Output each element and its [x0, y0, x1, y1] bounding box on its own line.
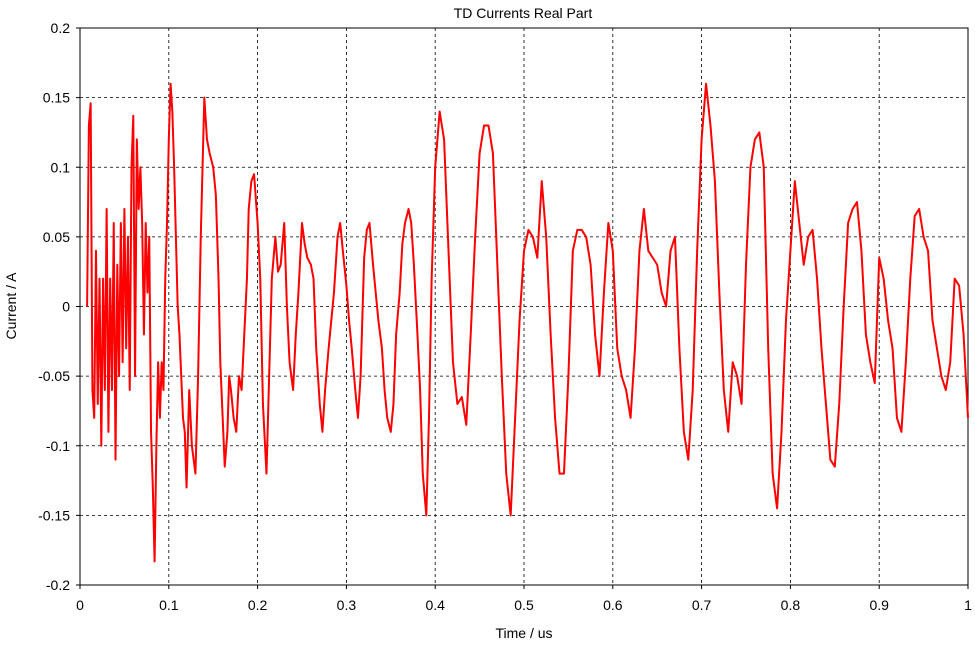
y-tick-label: -0.15 [38, 507, 70, 523]
x-tick-label: 0.5 [514, 597, 534, 613]
chart-title: TD Currents Real Part [454, 5, 593, 21]
x-tick-label: 0.4 [425, 597, 445, 613]
x-tick-label: 0.1 [159, 597, 179, 613]
x-tick-label: 0 [76, 597, 84, 613]
y-tick-label: -0.05 [38, 368, 70, 384]
series-layer [86, 82, 969, 563]
y-tick-label: 0.05 [43, 229, 70, 245]
x-axis-label: Time / us [495, 625, 552, 641]
series-line-0 [86, 82, 969, 563]
x-tick-label: 1 [964, 597, 972, 613]
y-tick-label: 0 [62, 299, 70, 315]
y-tick-label: -0.1 [46, 438, 70, 454]
x-tick-label: 0.7 [692, 597, 712, 613]
y-tick-label: 0.15 [43, 90, 70, 106]
x-tick-label: 0.3 [337, 597, 357, 613]
x-tick-label: 0.8 [781, 597, 801, 613]
y-tick-label: 0.1 [51, 159, 71, 175]
y-axis-label: Current / A [3, 272, 19, 340]
x-axis-ticks: 0 0.1 0.2 0.3 0.4 0.5 0.6 0.7 0.8 0.9 1 [76, 585, 972, 613]
y-tick-label: 0.2 [51, 20, 71, 36]
x-tick-label: 0.2 [248, 597, 268, 613]
y-tick-label: -0.2 [46, 577, 70, 593]
grid-lines [80, 28, 968, 585]
y-axis-ticks: 0.2 0.15 0.1 0.05 0 -0.05 -0.1 -0.15 -0.2 [38, 20, 80, 593]
x-tick-label: 0.6 [603, 597, 623, 613]
x-tick-label: 0.9 [869, 597, 889, 613]
